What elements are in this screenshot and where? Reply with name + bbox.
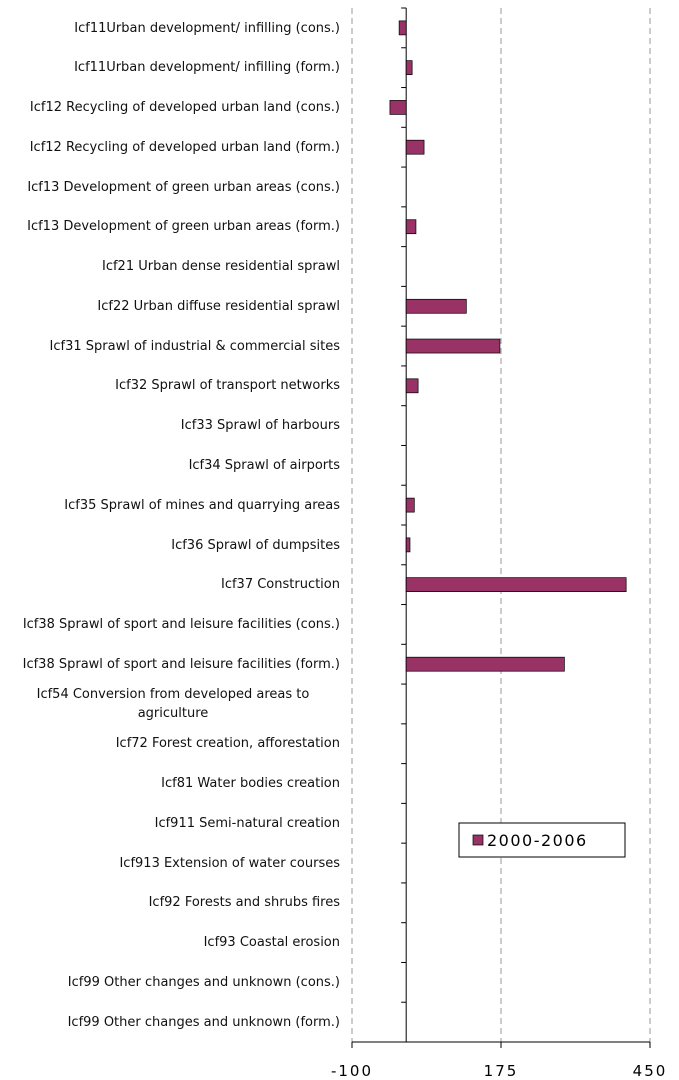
category-label-box: Icf38 Sprawl of sport and leisure facili…: [6, 605, 340, 645]
category-label-box: Icf913 Extension of water courses: [6, 843, 340, 883]
category-label-box: Icf32 Sprawl of transport networks: [6, 366, 340, 406]
category-label-box: Icf35 Sprawl of mines and quarrying area…: [6, 485, 340, 525]
y-tick-label: Icf35 Sprawl of mines and quarrying area…: [64, 497, 340, 513]
category-label-box: Icf54 Conversion from developed areas to…: [6, 684, 340, 724]
category-label-box: Icf81 Water bodies creation: [6, 764, 340, 804]
category-label-box: Icf99 Other changes and unknown (cons.): [6, 962, 340, 1002]
y-tick-label: Icf22 Urban diffuse residential sprawl: [97, 298, 340, 314]
bar: [405, 497, 415, 513]
category-label-box: Icf38 Sprawl of sport and leisure facili…: [6, 644, 340, 684]
y-tick-label: Icf54 Conversion from developed areas to…: [36, 687, 310, 722]
legend-label: 2000-2006: [487, 831, 588, 850]
y-tick-label: Icf38 Sprawl of sport and leisure facili…: [22, 656, 340, 672]
y-tick-label: Icf13 Development of green urban areas (…: [27, 179, 340, 195]
y-tick-label: Icf72 Forest creation, afforestation: [115, 736, 340, 752]
category-label-box: Icf13 Development of green urban areas (…: [6, 167, 340, 207]
category-label-box: Icf12 Recycling of developed urban land …: [6, 88, 340, 128]
y-tick-label: Icf911 Semi-natural creation: [154, 815, 340, 831]
bar: [405, 338, 501, 354]
y-tick-label: Icf99 Other changes and unknown (form.): [67, 1014, 340, 1030]
y-tick-label: Icf34 Sprawl of airports: [188, 457, 340, 473]
y-tick-label: Icf31 Sprawl of industrial & commercial …: [49, 338, 340, 354]
y-tick-label: Icf92 Forests and shrubs fires: [148, 895, 340, 911]
legend-swatch: [472, 834, 484, 846]
y-tick-label: Icf12 Recycling of developed urban land …: [29, 139, 340, 155]
y-tick-label: Icf12 Recycling of developed urban land …: [29, 100, 340, 116]
bar: [405, 537, 411, 553]
bar: [389, 100, 407, 115]
y-tick-label: Icf81 Water bodies creation: [161, 776, 340, 792]
category-label-box: Icf21 Urban dense residential sprawl: [6, 247, 340, 287]
y-tick-label: Icf21 Urban dense residential sprawl: [101, 259, 340, 275]
y-tick-label: Icf38 Sprawl of sport and leisure facili…: [22, 617, 340, 633]
bar: [405, 378, 419, 394]
y-tick-label: Icf13 Development of green urban areas (…: [27, 219, 340, 235]
bar: [405, 298, 467, 314]
y-tick-label: Icf36 Sprawl of dumpsites: [171, 537, 340, 553]
y-tick-label: Icf32 Sprawl of transport networks: [115, 378, 340, 394]
category-label-box: Icf31 Sprawl of industrial & commercial …: [6, 326, 340, 366]
y-tick-label: Icf11Urban development/ infilling (cons.…: [74, 20, 340, 36]
y-tick-label: Icf93 Coastal erosion: [203, 935, 340, 951]
bar: [405, 219, 417, 235]
category-label-box: Icf22 Urban diffuse residential sprawl: [6, 286, 340, 326]
category-label-box: Icf72 Forest creation, afforestation: [6, 724, 340, 764]
category-label-box: Icf99 Other changes and unknown (form.): [6, 1002, 340, 1042]
category-label-box: Icf36 Sprawl of dumpsites: [6, 525, 340, 565]
y-tick-label: Icf37 Construction: [220, 577, 340, 593]
category-label-box: Icf93 Coastal erosion: [6, 923, 340, 963]
bar: [405, 577, 627, 593]
x-tick-label: 175: [484, 1062, 519, 1080]
category-label-box: Icf911 Semi-natural creation: [6, 803, 340, 843]
category-label-box: Icf11Urban development/ infilling (form.…: [6, 48, 340, 88]
bar: [405, 60, 413, 76]
x-tick-label: 450: [633, 1062, 668, 1080]
y-tick-label: Icf913 Extension of water courses: [119, 855, 340, 871]
category-label-box: Icf34 Sprawl of airports: [6, 445, 340, 485]
category-label-box: Icf37 Construction: [6, 565, 340, 605]
category-label-box: Icf11Urban development/ infilling (cons.…: [6, 8, 340, 48]
bar: [405, 139, 425, 155]
x-tick-label: -100: [331, 1062, 373, 1080]
category-label-box: Icf33 Sprawl of harbours: [6, 406, 340, 446]
y-tick-label: Icf99 Other changes and unknown (cons.): [67, 974, 340, 990]
y-tick-label: Icf33 Sprawl of harbours: [180, 418, 340, 434]
y-tick-label: Icf11Urban development/ infilling (form.…: [74, 60, 340, 76]
bar: [398, 20, 407, 36]
category-label-box: Icf92 Forests and shrubs fires: [6, 883, 340, 923]
category-label-box: Icf12 Recycling of developed urban land …: [6, 127, 340, 167]
bar: [405, 656, 565, 672]
legend-box: [458, 822, 626, 858]
category-label-box: Icf13 Development of green urban areas (…: [6, 207, 340, 247]
